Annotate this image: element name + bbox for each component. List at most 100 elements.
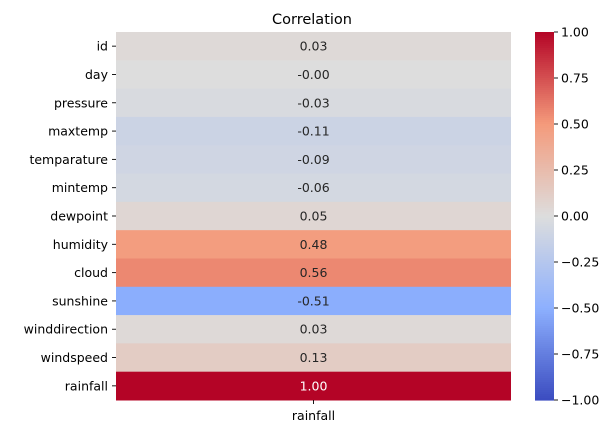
colorbar-segment: [535, 116, 554, 119]
colorbar-segment: [535, 386, 554, 389]
colorbar-segment: [535, 300, 554, 303]
colorbar-segment: [535, 212, 554, 215]
colorbar-segment: [535, 248, 554, 251]
colorbar-segment: [535, 318, 554, 321]
colorbar-segment: [535, 88, 554, 91]
colorbar-segment: [535, 140, 554, 143]
colorbar-segment: [535, 62, 554, 65]
heatmap-cell: [116, 286, 511, 316]
cell-annotation: -0.03: [297, 95, 329, 110]
colorbar-segment: [535, 200, 554, 203]
colorbar-segment: [535, 56, 554, 59]
colorbar-segment: [535, 366, 554, 369]
colorbar-segment: [535, 332, 554, 335]
colorbar-segment: [535, 344, 554, 347]
colorbar-segment: [535, 146, 554, 149]
colorbar-segment: [535, 352, 554, 355]
column-label: rainfall: [292, 408, 335, 423]
colorbar-segment: [535, 376, 554, 379]
heatmap-cell: [116, 315, 511, 344]
row-label: pressure: [54, 95, 108, 110]
heatmap-cells: 0.03 -0.00 -0.03 -0.11 -0.09 -0.06 0.05 0.48 0.5…: [116, 32, 511, 401]
colorbar-segment: [535, 132, 554, 135]
colorbar-segment: [535, 84, 554, 87]
colorbar-segment: [535, 260, 554, 263]
colorbar-segment: [535, 380, 554, 383]
colorbar-segment: [535, 282, 554, 285]
colorbar-segment: [535, 354, 554, 357]
colorbar-segment: [535, 358, 554, 361]
colorbar-segment: [535, 202, 554, 205]
colorbar-segment: [535, 388, 554, 391]
colorbar-segment: [535, 302, 554, 305]
colorbar-segment: [535, 362, 554, 365]
colorbar-segment: [535, 232, 554, 235]
colorbar-segment: [535, 392, 554, 395]
colorbar-segment: [535, 226, 554, 229]
colorbar-segment: [535, 68, 554, 71]
colorbar-segment: [535, 398, 554, 401]
colorbar-segment: [535, 310, 554, 313]
colorbar-segment: [535, 286, 554, 289]
colorbar-segment: [535, 298, 554, 301]
cell-annotation: 0.03: [300, 322, 328, 337]
colorbar-segment: [535, 224, 554, 227]
colorbar-segment: [535, 42, 554, 45]
heatmap-cell: [116, 145, 511, 175]
colorbar-segment: [535, 342, 554, 345]
colorbar-segment: [535, 96, 554, 99]
colorbar-segment: [535, 66, 554, 69]
colorbar-segment: [535, 320, 554, 323]
cell-annotation: 0.48: [300, 237, 328, 252]
colorbar-segment: [535, 254, 554, 257]
colorbar-segment: [535, 280, 554, 283]
colorbar-tick-label: 0.75: [561, 71, 589, 86]
colorbar-segment: [535, 174, 554, 177]
colorbar-segment: [535, 360, 554, 363]
colorbar-segment: [535, 118, 554, 121]
colorbar-tick-label: −0.75: [561, 347, 599, 362]
row-label: id: [97, 39, 108, 54]
row-label: temparature: [29, 152, 108, 167]
colorbar-segment: [535, 394, 554, 397]
colorbar-segment: [535, 330, 554, 333]
colorbar-segment: [535, 152, 554, 155]
colorbar-segment: [535, 256, 554, 259]
row-label: cloud: [74, 265, 108, 280]
colorbar-segment: [535, 382, 554, 385]
cell-annotation: -0.11: [297, 124, 329, 139]
colorbar-segment: [535, 240, 554, 243]
colorbar-segment: [535, 264, 554, 267]
colorbar-segment: [535, 60, 554, 63]
heatmap-cell: [116, 343, 511, 373]
cell-annotation: 0.03: [300, 39, 328, 54]
row-label: dewpoint: [50, 209, 108, 224]
colorbar-segment: [535, 160, 554, 163]
colorbar-segment: [535, 44, 554, 47]
colorbar-segment: [535, 244, 554, 247]
colorbar-segment: [535, 390, 554, 393]
row-label: rainfall: [65, 378, 108, 393]
heatmap-cell: [116, 371, 511, 401]
colorbar-segment: [535, 266, 554, 269]
colorbar-segment: [535, 190, 554, 193]
colorbar-segment: [535, 384, 554, 387]
cell-annotation: -0.51: [297, 293, 329, 308]
colorbar-segment: [535, 32, 554, 35]
colorbar-segment: [535, 246, 554, 249]
colorbar-segment: [535, 216, 554, 219]
colorbar-segment: [535, 196, 554, 199]
colorbar-segment: [535, 292, 554, 295]
row-label: winddirection: [24, 322, 108, 337]
colorbar-segment: [535, 138, 554, 141]
heatmap-cell: [116, 60, 511, 90]
colorbar-segment: [535, 326, 554, 329]
colorbar-segment: [535, 142, 554, 145]
colorbar-segment: [535, 54, 554, 57]
colorbar-tick-label: 0.50: [561, 117, 589, 132]
cell-annotation: -0.00: [297, 67, 329, 82]
colorbar-segment: [535, 78, 554, 81]
colorbar-segment: [535, 106, 554, 109]
colorbar-segment: [535, 178, 554, 181]
row-label: sunshine: [52, 293, 108, 308]
